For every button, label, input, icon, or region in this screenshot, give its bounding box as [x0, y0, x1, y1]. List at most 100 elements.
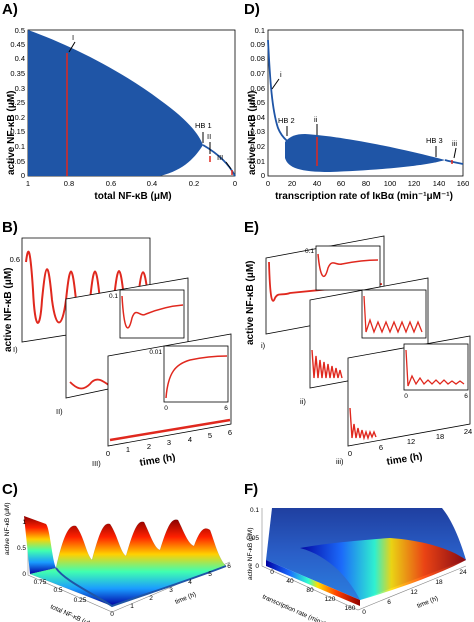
panel-f-xtick: 18	[435, 579, 443, 586]
panel-b-xlabel: time (h)	[139, 452, 176, 469]
panel-d: D) active NF-κB (μM) i HB 2 ii HB 3 iii …	[244, 1, 469, 202]
panel-a-ylabel: active NF-κB (μM)	[6, 91, 17, 175]
panel-d-annot-ii: ii	[314, 115, 318, 124]
panel-a-xtick: 0	[233, 179, 237, 188]
panel-f: F) active NF-κB (μM) 0 0.05 0.1 0 40 80 …	[244, 481, 467, 622]
panel-d-arrow-i	[271, 78, 280, 90]
panel-b-sublabel-3: III)	[92, 459, 101, 468]
panel-b-trace-3	[109, 418, 231, 442]
panel-d-ylabel: active NF-κB (μM)	[247, 91, 258, 175]
panel-d-xtick: 140	[433, 179, 446, 188]
panel-d-ytick: 0.08	[250, 54, 265, 63]
panel-f-zticks: 0 0.05 0.1	[246, 507, 259, 570]
panel-c-surface-side	[24, 516, 56, 574]
panel-e-sublabel-1: i)	[261, 341, 266, 350]
panel-f-xtick: 6	[387, 599, 391, 606]
panel-d-ytick: 0.05	[250, 98, 265, 107]
panel-a-ytick: 0	[21, 171, 25, 180]
panel-c-xtick: 4	[188, 579, 192, 586]
panel-c: C) active NF-κB (μM) 0 0.5 1 0.75 0.5 0.…	[2, 481, 231, 622]
panel-b-xtick: 3	[167, 438, 171, 447]
panel-a-letter: A)	[2, 1, 18, 18]
panel-c-zticks: 0 0.5 1	[17, 519, 26, 578]
panel-b-sublabel-2: II)	[56, 407, 63, 416]
panel-c-xtick: 3	[169, 587, 173, 594]
panel-c-ytick: 0.5	[53, 587, 62, 594]
panel-f-ztick: 0.1	[250, 507, 259, 514]
panel-b-xtick: 6	[228, 428, 232, 437]
panel-e-inset-xtick-0: 0	[404, 393, 408, 400]
panel-d-xtick: 80	[362, 179, 370, 188]
panel-d-annot-i: i	[280, 70, 282, 79]
panel-a-yticks: 0 0.05 0.1 0.15 0.2 0.25 0.3 0.35 0.4 0.…	[10, 26, 25, 180]
panel-f-letter: F)	[244, 481, 258, 498]
panel-b-sublabel-1: I)	[13, 345, 18, 354]
panel-e: E) active NF-κB (μM) 0.1 i) ii) 0 6 iii)…	[244, 219, 472, 468]
panel-d-xtick: 100	[384, 179, 397, 188]
panel-f-ytick: 80	[306, 587, 314, 594]
panel-d-arrow-iii	[453, 147, 457, 159]
panel-e-inset-xtick-6: 6	[464, 393, 468, 400]
panel-c-yticks: 0.75 0.5 0.25	[34, 579, 87, 604]
panel-f-xticks: 0 6 12 18 24	[362, 569, 467, 616]
panel-e-xtick: 24	[464, 427, 472, 436]
panel-a-ytick: 0.45	[10, 40, 25, 49]
panel-f-xtick: 0	[362, 609, 366, 616]
panel-c-xtick: 1	[130, 603, 134, 610]
panel-d-xticks: 0 20 40 60 80 100 120 140 160	[266, 179, 469, 188]
panel-e-inset-1	[315, 245, 381, 291]
panel-a-steady-state-branch	[202, 144, 236, 177]
panel-a-ytick: 0.3	[15, 84, 25, 93]
panel-d-xtick: 0	[266, 179, 270, 188]
panel-b-ytick-top: 0.6	[10, 255, 20, 264]
panel-b-xtick: 2	[147, 442, 151, 451]
panel-a-xtick: 1	[26, 179, 30, 188]
panel-d-ytick: 0.02	[250, 142, 265, 151]
panel-e-xticks: 0 6 12 18 24	[348, 427, 472, 458]
panel-d-ytick: 0.09	[250, 40, 265, 49]
panel-e-sublabel-3: iii)	[336, 457, 344, 466]
panel-d-annot-iii: iii	[452, 139, 457, 148]
panel-e-trace-2	[311, 349, 343, 379]
panel-b-xticks: 0 1 2 3 4 5 6	[106, 428, 232, 458]
panel-b-inset-3	[163, 345, 229, 403]
panel-d-yticks: 0 0.01 0.02 0.03 0.04 0.05 0.06 0.07 0.0…	[250, 26, 265, 180]
panel-e-inset-trace-3	[405, 349, 465, 387]
panel-c-xtick: 5	[208, 571, 212, 578]
panel-b-xtick: 0	[106, 449, 110, 458]
panel-f-xlabel: time (h)	[416, 595, 439, 610]
panel-c-surface-base	[55, 565, 227, 608]
panel-b-inset-trace-3	[165, 355, 228, 399]
panel-b-inset-ytick-1: 0.1	[109, 293, 118, 300]
panel-a-annot-hb1: HB 1	[195, 121, 212, 130]
panel-a-xtick: 0.2	[189, 179, 199, 188]
panel-f-xtick: 12	[410, 589, 418, 596]
panel-f-zlabel: active NF-κB (μM)	[247, 528, 254, 581]
panel-a-oscillation-region	[28, 30, 203, 176]
panel-d-axes	[267, 29, 464, 177]
panel-b-inset-2	[119, 289, 185, 339]
panel-d-ytick: 0	[261, 171, 265, 180]
panel-a-ytick: 0.5	[15, 26, 25, 35]
panel-e-inset-trace-1	[317, 253, 379, 278]
panel-f-ytick: 120	[325, 596, 336, 603]
panel-e-trace-3	[349, 407, 377, 441]
panel-b-inset-ytick-2: 0.01	[149, 349, 162, 356]
panel-b-inset-trace-2	[121, 295, 184, 329]
panel-c-xtick: 6	[227, 563, 231, 570]
panel-e-xtick: 18	[436, 432, 444, 441]
panel-f-xtick: 24	[459, 569, 467, 576]
panel-e-xtick: 12	[407, 437, 415, 446]
panel-d-annot-hb2: HB 2	[278, 116, 295, 125]
panel-a-ytick: 0.15	[10, 127, 25, 136]
panel-b: B) active NF-κB (μM) 0.6 I) 0.1 II) 0.01…	[2, 219, 232, 469]
panel-d-steady-state-left	[267, 39, 301, 149]
panel-b-xtick: 5	[208, 431, 212, 440]
panel-b-inset-xtick-6: 6	[224, 405, 228, 412]
panel-e-inset-trace-2	[363, 295, 423, 334]
panel-a-annot-iii: III	[217, 153, 223, 162]
panel-d-xtick: 20	[288, 179, 296, 188]
panel-f-box-edges	[261, 508, 467, 611]
panel-c-xtick: 2	[149, 595, 153, 602]
